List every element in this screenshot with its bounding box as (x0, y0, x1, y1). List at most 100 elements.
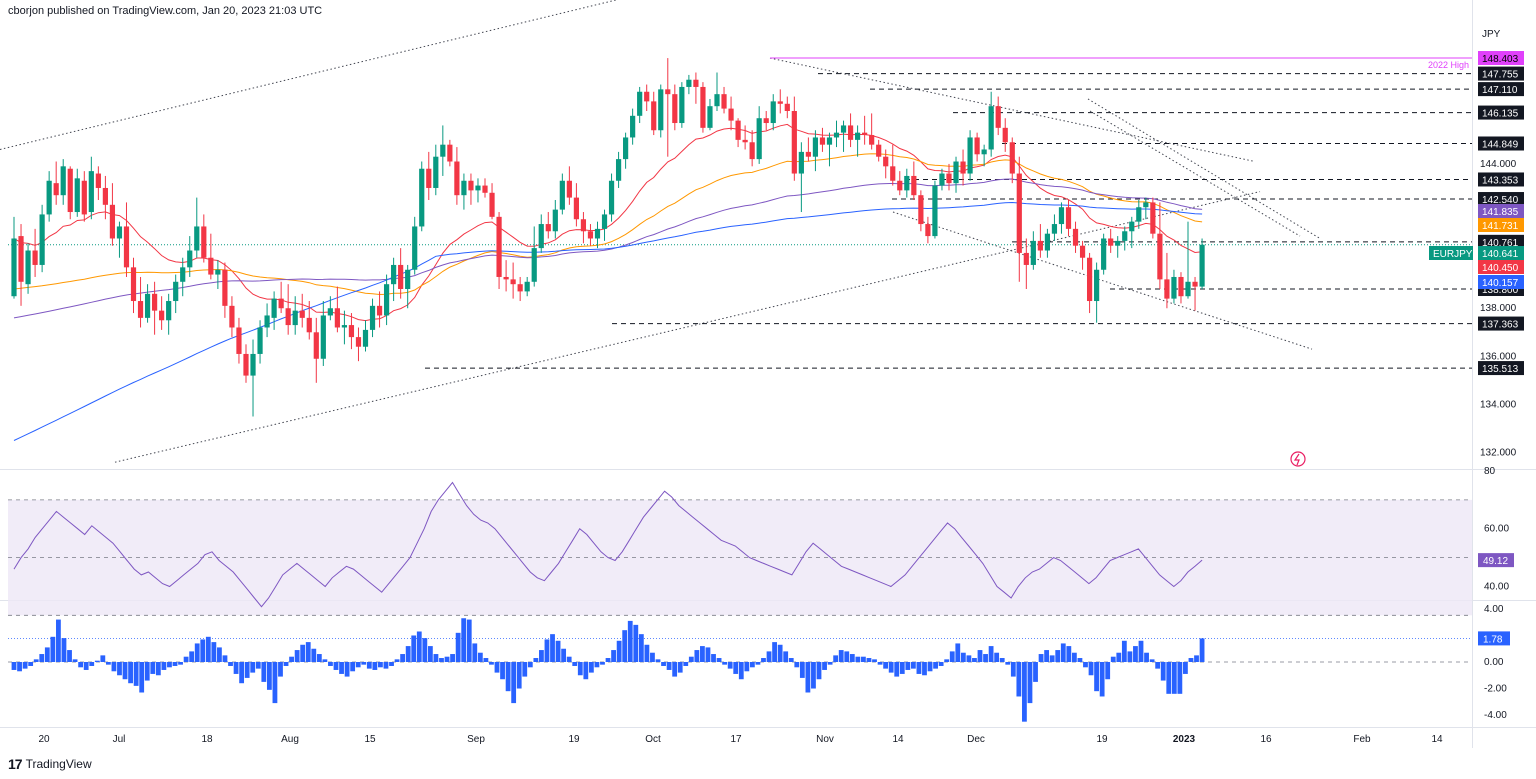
momentum-bar (550, 634, 555, 662)
candle-body (721, 94, 727, 109)
momentum-bar (333, 662, 339, 670)
momentum-bar (311, 648, 317, 662)
momentum-bar (344, 662, 350, 677)
momentum-bar (527, 662, 533, 668)
momentum-bar (111, 662, 117, 672)
candle-body (819, 137, 826, 145)
candle-body (152, 293, 158, 311)
candle-body (833, 132, 840, 138)
momentum-bar (933, 662, 938, 669)
momentum-bar (744, 662, 750, 672)
momentum-bar (500, 662, 505, 680)
candle-body (777, 101, 783, 104)
price-tick-label: 134.000 (1480, 399, 1517, 410)
candle-body (383, 284, 390, 316)
candle-body (447, 144, 453, 162)
candle-body (159, 310, 165, 321)
candle-body (482, 185, 488, 193)
candle-body (60, 166, 66, 196)
momentum-bar (783, 651, 789, 662)
tradingview-logo-icon: 17 (8, 756, 23, 772)
momentum-tick-label: -4.00 (1484, 710, 1507, 721)
momentum-bar (383, 662, 389, 669)
momentum-bar (600, 662, 605, 665)
level-label: 147.755 (1482, 70, 1519, 81)
time-axis-label: 14 (1431, 734, 1443, 745)
candle-body (812, 137, 819, 157)
momentum-bar (1005, 662, 1011, 665)
candle-body (763, 118, 769, 124)
candle-body (749, 142, 755, 160)
indicator-label-bg (1478, 204, 1524, 218)
candle-body (166, 301, 172, 321)
candle-body (883, 156, 889, 167)
momentum-bar (955, 643, 961, 662)
time-axis-label: Jul (113, 734, 126, 745)
time-axis-label: 14 (892, 734, 904, 745)
momentum-bar (872, 659, 877, 662)
candle-body (700, 86, 706, 128)
momentum-bar (888, 662, 894, 673)
candle-body (1199, 244, 1205, 287)
momentum-bar (328, 662, 333, 666)
candle-body (784, 103, 790, 111)
candle-body (95, 173, 101, 188)
momentum-bar (172, 662, 178, 666)
candle-body (285, 308, 291, 326)
tradingview-brand[interactable]: 17 TradingView (8, 756, 92, 772)
momentum-bar (700, 646, 705, 662)
momentum-bar (261, 662, 267, 682)
candle-body (46, 180, 52, 215)
momentum-bar (1105, 662, 1111, 680)
level-label-bg (1478, 234, 1524, 249)
momentum-bar (816, 662, 822, 680)
momentum-bar (688, 656, 694, 662)
candle-body (236, 327, 242, 354)
momentum-bar (1044, 650, 1050, 662)
candle-body (735, 120, 741, 140)
indicator-label-bg (1478, 275, 1524, 289)
momentum-bar (505, 662, 511, 692)
candle-body (475, 185, 481, 191)
indicator-value-label: 140.157 (1482, 278, 1519, 289)
momentum-bar (511, 662, 517, 704)
momentum-bar (633, 624, 639, 662)
price-tick-label: 132.000 (1480, 448, 1517, 459)
momentum-bar (572, 662, 578, 666)
momentum-bar (794, 662, 800, 668)
level-label-bg (1478, 82, 1524, 97)
candle-body (503, 276, 509, 280)
candle-body (608, 180, 615, 215)
momentum-bar (161, 662, 167, 670)
candle-body (102, 187, 108, 205)
candle-body (594, 228, 601, 239)
momentum-bar (638, 634, 644, 662)
momentum-bar (755, 662, 761, 665)
candle-body (510, 279, 516, 285)
level-label-bg (1478, 51, 1524, 66)
candle-body (327, 308, 333, 316)
momentum-bar (611, 650, 616, 662)
candle-body (630, 115, 636, 138)
momentum-bar (461, 618, 467, 662)
candle-body (805, 151, 811, 157)
candle-body (545, 224, 551, 232)
momentum-bar (1022, 662, 1027, 722)
momentum-bar (477, 652, 483, 662)
candle-body (123, 226, 130, 268)
momentum-bar (1110, 656, 1116, 662)
momentum-bar (83, 662, 89, 670)
candle-body (306, 317, 312, 333)
momentum-bar (533, 658, 539, 662)
candle-body (651, 101, 657, 131)
level-label: 143.353 (1482, 175, 1519, 186)
rsi-line (13, 481, 1203, 608)
trendline (0, 0, 619, 150)
momentum-bar (1033, 662, 1038, 682)
time-axis-label: Dec (967, 734, 985, 745)
momentum-bar (1199, 638, 1205, 662)
momentum-bar (133, 662, 139, 686)
momentum-bar (1049, 655, 1055, 662)
symbol-tag-bg (1429, 246, 1473, 260)
